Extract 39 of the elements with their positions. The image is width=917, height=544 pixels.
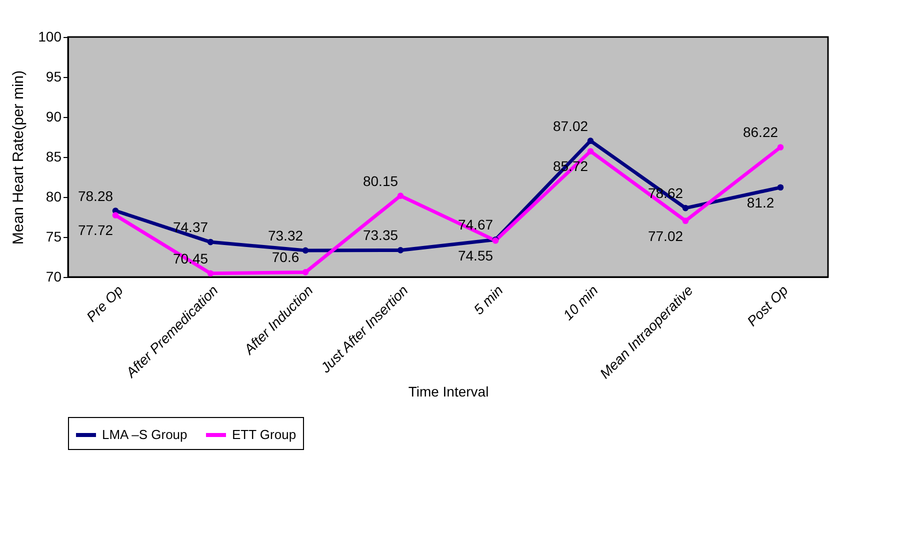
- data-label: 77.72: [78, 222, 114, 238]
- point: [207, 238, 214, 246]
- point: [587, 148, 594, 154]
- point: [302, 247, 309, 254]
- y-tick-label: 100: [38, 28, 62, 44]
- data-label: 70.6: [272, 249, 300, 266]
- y-tick-label: 80: [46, 188, 62, 204]
- data-label: 87.02: [552, 118, 588, 134]
- point: [302, 269, 309, 276]
- y-axis-title: Mean Heart Rate(per min): [10, 70, 28, 245]
- point: [587, 138, 594, 144]
- legend-label: LMA –S Group: [102, 427, 188, 442]
- data-label: 74.37: [172, 219, 208, 236]
- x-tick-label: 5 min: [470, 282, 506, 318]
- data-label: 73.32: [268, 227, 304, 244]
- data-label: 80.15: [362, 172, 398, 189]
- point: [397, 247, 404, 254]
- y-tick-label: 90: [46, 108, 62, 124]
- point: [397, 192, 404, 199]
- data-label: 73.35: [362, 227, 398, 244]
- point: [682, 204, 689, 212]
- y-tick-label: 70: [46, 268, 62, 284]
- data-label: 86.22: [742, 124, 778, 140]
- x-axis-title: Time Interval: [408, 383, 489, 400]
- point: [112, 212, 119, 218]
- y-tick-label: 85: [46, 148, 62, 164]
- data-label: 77.02: [648, 228, 684, 244]
- point: [777, 144, 784, 150]
- data-label: 74.55: [458, 248, 494, 264]
- data-label: 78.28: [78, 188, 114, 204]
- point: [207, 270, 214, 277]
- x-tick-label: 10 min: [560, 282, 602, 324]
- point: [682, 218, 689, 224]
- x-tick-label: Pre Op: [83, 282, 126, 325]
- legend-label: ETT Group: [232, 427, 296, 442]
- data-label: 81.2: [746, 194, 774, 210]
- point: [777, 184, 784, 191]
- y-tick-label: 95: [46, 68, 62, 84]
- y-tick-label: 75: [46, 228, 62, 244]
